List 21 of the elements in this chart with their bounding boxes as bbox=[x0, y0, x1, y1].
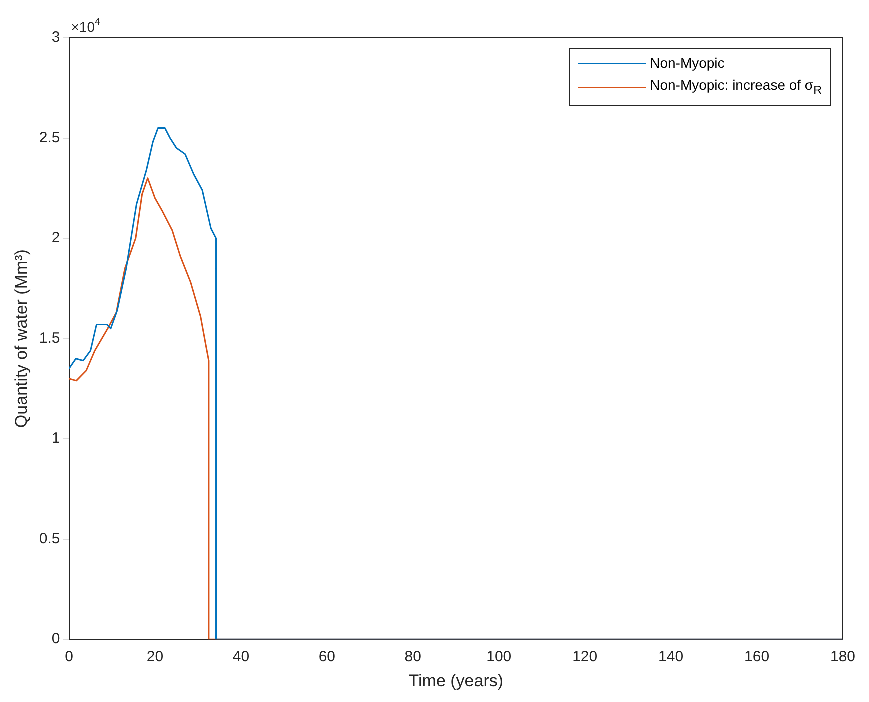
x-tick-label: 160 bbox=[744, 648, 770, 666]
legend-label: Non-Myopic bbox=[650, 54, 725, 73]
x-tick-label: 60 bbox=[318, 648, 336, 666]
legend-label: Non-Myopic: increase of σ$_{R}$ bbox=[650, 76, 822, 99]
y-tick-label: 0 bbox=[52, 630, 60, 648]
y-tick-label: 3 bbox=[52, 29, 60, 46]
x-tick-label: 40 bbox=[232, 648, 250, 666]
x-axis-title: Time (years) bbox=[408, 671, 504, 690]
y-tick-label: 2.5 bbox=[39, 129, 60, 146]
x-tick-label: 0 bbox=[65, 648, 74, 666]
x-tick-label: 80 bbox=[404, 648, 422, 666]
x-tick-label: 20 bbox=[146, 648, 164, 666]
y-tick-label: 2 bbox=[52, 230, 60, 247]
x-tick-label: 180 bbox=[830, 648, 856, 666]
y-axis-title: Quantity of water (Mm³) bbox=[12, 250, 31, 428]
y-tick-label: 1 bbox=[52, 430, 60, 448]
x-tick-label: 140 bbox=[658, 648, 684, 666]
y-tick-label: 0.5 bbox=[39, 530, 60, 548]
x-tick-label: 120 bbox=[572, 648, 598, 666]
y-tick-label: 1.5 bbox=[39, 330, 60, 347]
x-tick-label: 100 bbox=[486, 648, 512, 666]
